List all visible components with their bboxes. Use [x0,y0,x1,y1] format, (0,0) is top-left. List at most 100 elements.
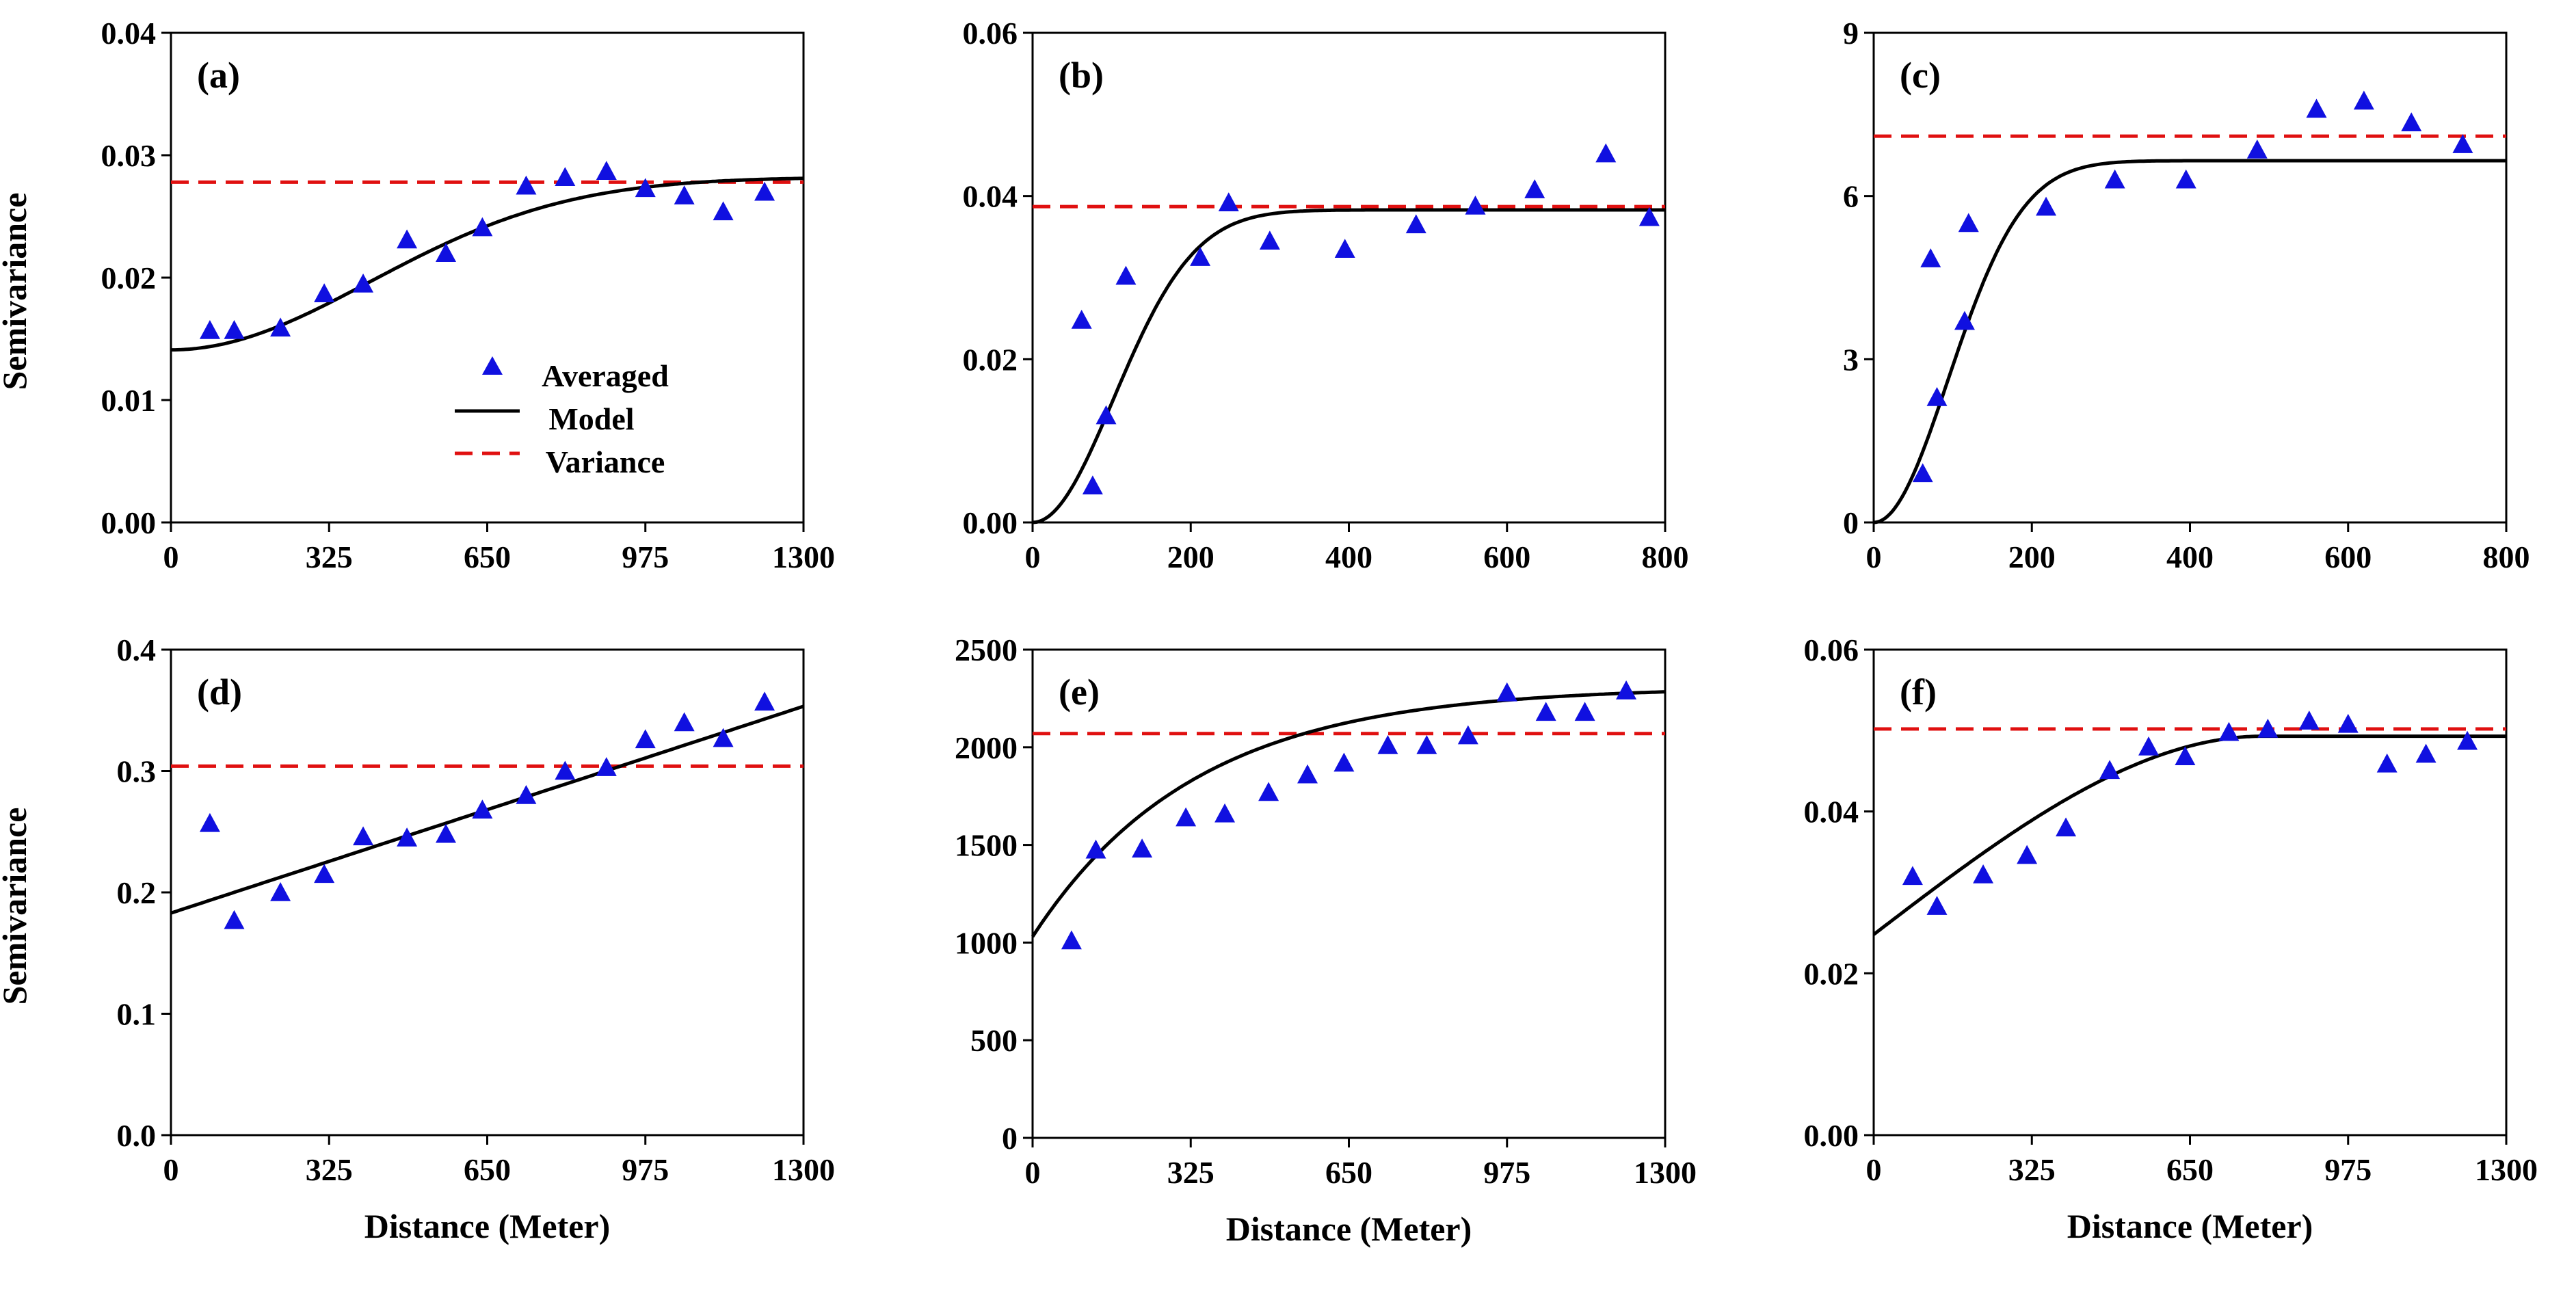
data-point [2306,98,2327,118]
data-point [1524,179,1545,198]
data-point [1190,247,1211,266]
data-point [314,283,335,303]
y-tick-label: 3 [1843,342,1859,377]
data-point [596,757,617,776]
data-point [224,319,245,339]
data-point [1258,782,1279,801]
y-tick-label: 0 [1002,1121,1018,1156]
x-tick-label: 400 [1325,540,1372,574]
data-point [472,799,493,819]
data-point [353,826,374,846]
data-point [635,729,656,749]
legend-label-model: Model [548,401,634,436]
y-tick-label: 0.04 [1804,795,1859,829]
x-tick-label: 800 [2483,540,2530,574]
data-point [224,909,245,929]
x-tick-label: 600 [2324,540,2372,574]
data-point [1259,230,1280,250]
y-tick-label: 500 [970,1023,1018,1058]
plot-frame [1872,31,2508,524]
data-point [555,167,576,186]
data-point [1958,213,1979,232]
x-tick-label: 0 [1025,1155,1041,1190]
data-point [1416,734,1437,754]
data-point [1954,310,1975,330]
data-point [1595,143,1617,163]
panel-b: 0 200 400 600 800 0.00 0.02 0.04 0.06 (b) [963,16,1689,574]
panel-d: 0 325 650 975 1300 0.0 0.1 0.2 0.3 0.4 Semivarianc… [0,633,835,1245]
data-point [596,161,617,181]
data-point [2175,169,2196,189]
data-point [1333,752,1355,772]
data-point [713,728,734,747]
data-point [2175,746,2196,765]
data-point [1334,239,1355,258]
data-point [1535,702,1556,721]
x-tick-label: 975 [2324,1152,2372,1187]
data-point [713,201,734,221]
data-point [1115,265,1137,285]
panel-c: 0 200 400 600 800 0 3 6 9 (c) [1843,16,2530,574]
y-tick-label: 0.06 [963,16,1018,51]
model-curve [1032,208,1665,524]
data-point [1061,930,1082,950]
panel-e: 0 325 650 975 1300 0 500 1000 1500 2000 2500 Distan… [955,633,1697,1248]
data-point [1902,866,1923,886]
data-point [1496,682,1517,702]
x-tick-label: 600 [1483,540,1530,574]
data-point [1071,310,1092,329]
legend: Averaged Model Variance [455,356,669,479]
y-tick-label: 0.01 [101,383,157,418]
data-point [314,864,335,883]
data-point [1096,405,1117,425]
legend-label-averaged: Averaged [542,358,669,393]
x-tick-label: 800 [1642,540,1689,574]
data-point [199,319,220,339]
y-tick-label: 0.00 [1804,1118,1859,1153]
x-tick-label: 0 [1025,540,1041,574]
x-tick-label: 650 [464,540,511,574]
data-point [472,217,493,237]
data-point [1638,207,1660,226]
data-point [1176,807,1197,827]
data-point [555,760,576,780]
y-tick-label: 0.1 [117,997,157,1032]
data-point [270,317,291,337]
panel-label: (b) [1059,55,1104,96]
data-point [2017,845,2038,864]
x-tick-label: 1300 [772,540,835,574]
data-point [397,229,418,249]
x-tick-label: 975 [622,1152,669,1187]
data-point [270,882,291,901]
data-point [2036,196,2057,216]
data-point [1218,192,1239,211]
y-tick-label: 0.02 [963,342,1018,377]
data-point [2056,817,2077,837]
x-axis-label: Distance (Meter) [364,1207,611,1245]
y-tick-label: 0.4 [117,633,157,667]
data-point [1405,214,1426,234]
data-point [199,812,220,832]
y-tick-label: 0.00 [101,505,157,540]
data-point [1920,248,1941,267]
x-tick-label: 200 [2008,540,2056,574]
x-tick-label: 975 [1483,1155,1530,1190]
y-tick-label: 2500 [955,633,1018,667]
y-tick-label: 0.02 [1804,956,1859,991]
legend-marker-averaged [482,356,503,375]
data-point [2452,134,2473,153]
x-tick-label: 650 [1325,1155,1372,1190]
data-point [635,178,656,198]
data-point [754,181,775,201]
x-tick-label: 0 [1866,1152,1882,1187]
panel-label: (f) [1900,672,1937,713]
data-point [2376,753,2398,773]
data-point [2104,169,2125,189]
y-tick-label: 0.04 [963,179,1018,214]
data-point [1457,725,1478,745]
x-tick-label: 325 [2008,1152,2056,1187]
data-point [397,827,418,847]
x-tick-label: 975 [622,540,669,574]
data-point [2353,90,2374,110]
